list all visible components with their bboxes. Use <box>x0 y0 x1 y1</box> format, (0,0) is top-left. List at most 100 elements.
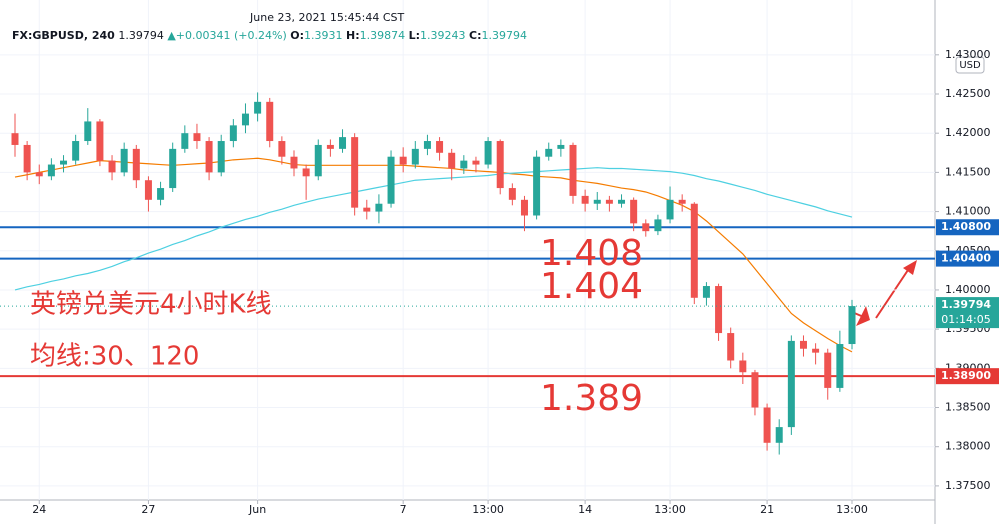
candle-body <box>96 121 104 161</box>
candle-body <box>533 156 541 216</box>
arrow <box>875 269 909 319</box>
candle-body <box>399 156 407 165</box>
candle-body <box>72 141 80 161</box>
candle-body <box>169 148 177 189</box>
candle-body <box>326 144 334 149</box>
candle-body <box>193 133 201 142</box>
level-label-box <box>936 250 999 267</box>
y-tick-label: 1.41000 <box>945 205 991 218</box>
x-tick-label: 7 <box>400 503 407 516</box>
candle-body <box>120 148 128 173</box>
price-label-box <box>936 297 999 329</box>
y-tick-label: 1.42500 <box>945 87 991 100</box>
open-value: 1.3931 <box>304 29 343 42</box>
candle-body <box>569 144 577 196</box>
candle-body <box>715 286 723 334</box>
l-key: L: <box>408 29 421 42</box>
y-tick-label: 1.43000 <box>945 48 991 61</box>
annotation: 1.404 <box>540 266 643 307</box>
annotation: 英镑兑美元4小时K线 <box>30 290 272 320</box>
candle-body <box>836 344 844 388</box>
candle-body <box>423 141 431 149</box>
y-tick-label: 1.38500 <box>945 401 991 414</box>
candle-body <box>460 160 468 169</box>
candle-body <box>144 180 152 200</box>
candle-body <box>157 188 165 200</box>
x-tick-label: 13:00 <box>836 503 868 516</box>
header-datetime: June 23, 2021 15:45:44 CST <box>250 11 405 24</box>
candle-body <box>690 203 698 298</box>
x-tick-label: 13:00 <box>472 503 504 516</box>
candle-body <box>11 133 19 145</box>
symbol: FX:GBPUSD, 240 <box>12 29 115 42</box>
candle-body <box>751 372 759 408</box>
candle-body <box>496 141 504 189</box>
candle-body <box>254 101 262 114</box>
candle-body <box>739 360 747 373</box>
candle-body <box>654 219 662 232</box>
candle-body <box>702 286 710 298</box>
candle-body <box>132 148 140 181</box>
y-tick-label: 1.42000 <box>945 126 991 139</box>
header-row: FX:GBPUSD, 240 1.39794 ▲+0.00341 (+0.24%… <box>12 29 527 42</box>
h-key: H: <box>346 29 360 42</box>
candle-body <box>339 137 347 149</box>
x-tick-label: 14 <box>578 503 592 516</box>
candle-body <box>241 113 249 126</box>
candle-body <box>799 340 807 349</box>
candle-body <box>824 352 832 388</box>
x-tick-label: Jun <box>248 503 266 516</box>
candle-body <box>181 133 189 149</box>
candle-body <box>314 144 322 177</box>
candle-body <box>545 148 553 157</box>
close-value: 1.39794 <box>481 29 528 42</box>
candle-body <box>108 160 116 173</box>
candle-body <box>775 427 783 443</box>
candle-body <box>727 333 735 361</box>
candle-body <box>593 199 601 204</box>
x-tick-label: 24 <box>32 503 46 516</box>
candle-body <box>351 137 359 208</box>
candle-body <box>278 141 286 157</box>
low-value: 1.39243 <box>420 29 466 42</box>
candle-body <box>205 141 213 173</box>
candle-body <box>848 306 856 345</box>
candle-body <box>666 199 674 220</box>
y-tick-label: 1.40000 <box>945 283 991 296</box>
level-label: 1.40800 <box>941 220 991 233</box>
candle-body <box>787 340 795 428</box>
candle-body <box>520 199 528 216</box>
currency-box <box>955 56 985 74</box>
y-tick-label: 1.37500 <box>945 479 991 492</box>
candle-body <box>363 207 371 212</box>
x-tick-label: 27 <box>141 503 155 516</box>
c-key: C: <box>469 29 482 42</box>
candle-body <box>763 407 771 443</box>
candle-body <box>484 141 492 165</box>
level-label-box <box>936 368 999 385</box>
candle-body <box>229 125 237 142</box>
annotation: 1.389 <box>540 378 643 419</box>
moving-average <box>14 167 853 291</box>
o-key: O: <box>290 29 304 42</box>
candle-body <box>448 152 456 169</box>
candle-body <box>642 223 650 232</box>
annotation: 1.408 <box>540 233 643 274</box>
y-tick-label: 1.41500 <box>945 165 991 178</box>
annotation: 均线:30、120 <box>30 342 199 372</box>
level-label: 1.38900 <box>941 369 991 382</box>
candle-body <box>375 203 383 212</box>
candle-body <box>35 172 43 177</box>
y-tick-label: 1.38000 <box>945 440 991 453</box>
candle-body <box>47 164 55 177</box>
level-label-box <box>936 219 999 236</box>
candle-body <box>60 160 68 165</box>
last-price: 1.39794 <box>118 29 164 42</box>
candle-body <box>678 199 686 204</box>
candle-body <box>812 348 820 353</box>
candle-body <box>436 141 444 153</box>
candle-body <box>605 199 613 204</box>
